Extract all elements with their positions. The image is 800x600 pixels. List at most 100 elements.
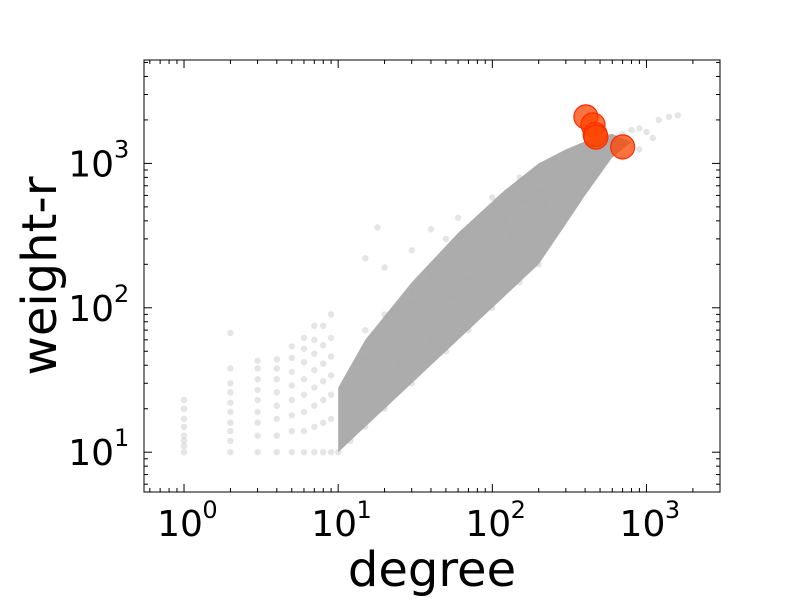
x-tick-label: 10 bbox=[157, 504, 203, 545]
data-point bbox=[482, 288, 489, 295]
data-point bbox=[180, 405, 188, 412]
y-axis-label: weight-r bbox=[12, 176, 68, 375]
data-point bbox=[362, 423, 369, 430]
data-point bbox=[227, 437, 234, 444]
data-point bbox=[506, 233, 514, 240]
data-point bbox=[674, 112, 682, 119]
data-point bbox=[449, 293, 456, 300]
scatter-density-band bbox=[338, 133, 632, 453]
data-point bbox=[254, 408, 261, 416]
data-point bbox=[528, 182, 535, 189]
data-point bbox=[396, 304, 403, 311]
data-point bbox=[535, 261, 542, 268]
data-point bbox=[311, 402, 318, 409]
data-point bbox=[495, 244, 502, 252]
x-tick-label: 10 bbox=[311, 504, 357, 545]
data-point bbox=[227, 365, 234, 372]
y-tick-label: 10 bbox=[68, 433, 114, 474]
data-point bbox=[254, 365, 261, 372]
data-point bbox=[596, 157, 604, 164]
data-point bbox=[254, 449, 261, 456]
data-point bbox=[408, 288, 415, 295]
data-point bbox=[489, 304, 496, 311]
data-point bbox=[311, 384, 318, 391]
data-point bbox=[254, 432, 261, 439]
y-tick-label: 10 bbox=[68, 144, 114, 185]
data-point bbox=[180, 432, 188, 439]
data-point bbox=[550, 229, 557, 237]
data-point bbox=[288, 354, 295, 362]
data-point bbox=[501, 217, 508, 225]
data-point bbox=[541, 201, 549, 208]
data-point bbox=[254, 386, 261, 394]
data-point bbox=[311, 322, 318, 329]
data-point bbox=[320, 322, 327, 329]
data-point bbox=[362, 255, 369, 262]
data-point bbox=[474, 226, 481, 233]
data-point bbox=[288, 427, 295, 435]
data-point bbox=[427, 283, 435, 290]
data-point bbox=[227, 419, 234, 426]
highlight-point bbox=[609, 134, 636, 160]
data-point bbox=[180, 437, 188, 444]
data-point bbox=[288, 382, 295, 389]
data-point bbox=[427, 226, 435, 233]
data-point bbox=[327, 353, 335, 360]
data-point bbox=[327, 415, 335, 423]
data-point bbox=[665, 113, 673, 121]
data-point bbox=[320, 342, 327, 349]
data-point bbox=[227, 389, 234, 396]
data-point bbox=[562, 174, 570, 181]
data-point bbox=[408, 247, 415, 254]
data-point bbox=[311, 336, 318, 343]
data-point bbox=[558, 187, 565, 194]
data-point bbox=[300, 334, 308, 341]
data-point bbox=[381, 327, 388, 334]
data-point bbox=[442, 348, 450, 355]
data-point bbox=[180, 396, 188, 404]
data-point bbox=[335, 449, 342, 456]
data-point bbox=[643, 128, 650, 136]
data-point bbox=[320, 378, 327, 385]
data-point bbox=[442, 235, 450, 243]
data-point bbox=[516, 174, 523, 181]
data-point bbox=[501, 203, 508, 211]
data-point bbox=[381, 405, 388, 412]
x-tick-exponent: 0 bbox=[202, 496, 217, 524]
data-point bbox=[427, 336, 435, 343]
data-point bbox=[581, 148, 589, 156]
data-point bbox=[254, 357, 261, 364]
data-point bbox=[636, 146, 643, 153]
data-point bbox=[573, 178, 580, 185]
data-point bbox=[381, 264, 388, 271]
data-point bbox=[300, 408, 308, 416]
data-point bbox=[300, 359, 308, 366]
data-point bbox=[311, 423, 318, 430]
data-point bbox=[300, 345, 308, 352]
data-point bbox=[273, 402, 280, 409]
data-point bbox=[381, 311, 388, 318]
data-point bbox=[300, 376, 308, 383]
data-point bbox=[454, 261, 462, 268]
data-point bbox=[288, 449, 295, 456]
x-tick-label: 10 bbox=[620, 504, 666, 545]
data-point bbox=[427, 271, 435, 278]
data-point bbox=[180, 415, 188, 423]
data-point bbox=[320, 419, 327, 426]
x-tick-exponent: 1 bbox=[357, 496, 372, 524]
data-point bbox=[311, 366, 318, 374]
data-point bbox=[550, 166, 557, 174]
data-point bbox=[273, 389, 280, 396]
data-point bbox=[408, 380, 415, 387]
data-point bbox=[636, 125, 643, 132]
data-point bbox=[254, 396, 261, 404]
scatter-points bbox=[180, 104, 682, 456]
data-point bbox=[528, 249, 535, 257]
data-point bbox=[435, 307, 443, 315]
highlight-point bbox=[583, 124, 609, 150]
data-point bbox=[288, 368, 295, 376]
y-tick-label: 10 bbox=[68, 289, 114, 330]
x-tick-exponent: 2 bbox=[511, 496, 526, 524]
data-point bbox=[327, 391, 335, 398]
data-point bbox=[311, 449, 318, 456]
